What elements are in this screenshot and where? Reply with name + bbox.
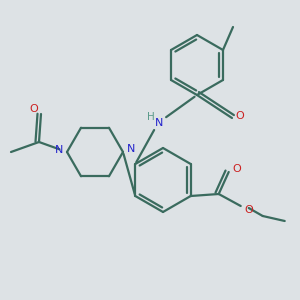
Text: O: O <box>30 104 38 114</box>
Text: O: O <box>236 111 244 121</box>
Text: H: H <box>147 112 155 122</box>
Text: N: N <box>55 145 63 155</box>
Text: O: O <box>232 164 241 174</box>
Text: N: N <box>127 144 135 154</box>
Text: N: N <box>155 118 163 128</box>
Text: O: O <box>244 205 253 215</box>
